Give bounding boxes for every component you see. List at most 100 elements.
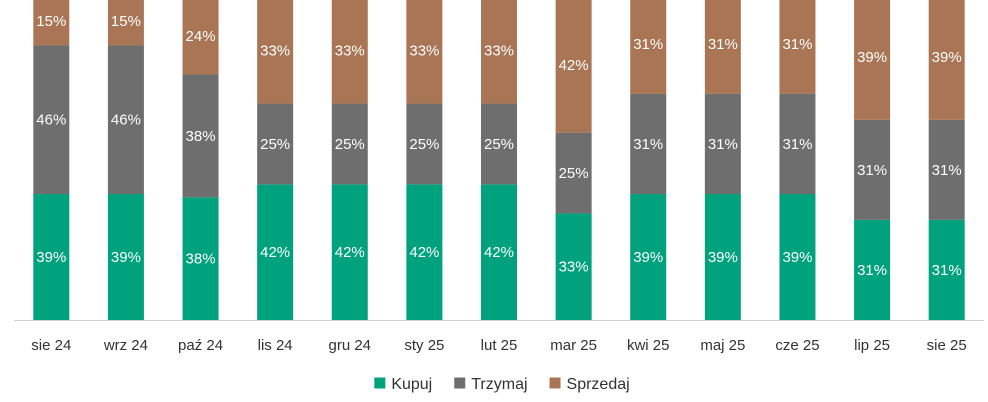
data-label-sprzedaj-8: 31% — [633, 36, 663, 53]
data-label-trzymaj-12: 31% — [932, 162, 962, 179]
data-label-trzymaj-0: 46% — [36, 112, 66, 129]
bar-trzymaj-11 — [854, 119, 891, 220]
data-label-sprzedaj-10: 31% — [782, 36, 812, 53]
data-label-trzymaj-5: 25% — [409, 136, 439, 153]
data-label-sprzedaj-3: 33% — [260, 42, 290, 59]
data-label-trzymaj-6: 25% — [484, 136, 514, 153]
bar-kupuj-0 — [33, 194, 70, 320]
data-label-trzymaj-11: 31% — [857, 162, 887, 179]
bar-kupuj-8 — [630, 194, 667, 320]
bar-trzymaj-0 — [33, 45, 70, 195]
legend: Kupuj Trzymaj Sprzedaj — [374, 376, 630, 393]
bar-trzymaj-4 — [331, 103, 368, 185]
x-tick-label-6: lut 25 — [481, 337, 518, 354]
bar-trzymaj-3 — [257, 103, 294, 185]
data-label-sprzedaj-9: 31% — [708, 36, 738, 53]
bar-sprzedaj-11 — [854, 0, 891, 120]
data-label-sprzedaj-4: 33% — [335, 42, 365, 59]
data-label-kupuj-1: 39% — [111, 249, 141, 266]
data-label-kupuj-9: 39% — [708, 249, 738, 266]
x-axis-ticks: sie 24 wrz 24 paź 24 lis 24 gru 24 sty 25 lut … — [31, 337, 966, 354]
bar-trzymaj-12 — [928, 119, 965, 220]
x-tick-label-3: lis 24 — [258, 337, 293, 354]
bar-trzymaj-9 — [704, 93, 741, 195]
bar-trzymaj-7 — [555, 132, 592, 214]
bar-kupuj-9 — [704, 194, 741, 320]
data-label-trzymaj-4: 25% — [335, 136, 365, 153]
data-label-kupuj-10: 39% — [782, 249, 812, 266]
data-label-sprzedaj-12: 39% — [932, 49, 962, 66]
bar-sprzedaj-1 — [107, 0, 144, 46]
bar-sprzedaj-9 — [704, 0, 741, 94]
legend-swatch-sprzedaj — [549, 377, 561, 389]
legend-label-trzymaj: Trzymaj — [471, 376, 527, 393]
bar-sprzedaj-4 — [331, 0, 368, 104]
x-tick-label-2: paź 24 — [178, 337, 223, 354]
bar-trzymaj-5 — [406, 103, 443, 185]
bar-kupuj-5 — [406, 184, 443, 320]
data-label-kupuj-2: 38% — [186, 251, 216, 268]
bar-kupuj-3 — [257, 184, 294, 320]
x-tick-label-0: sie 24 — [31, 337, 71, 354]
data-label-kupuj-12: 31% — [932, 262, 962, 279]
data-label-sprzedaj-5: 33% — [409, 42, 439, 59]
bar-sprzedaj-6 — [481, 0, 517, 104]
x-tick-label-10: cze 25 — [775, 337, 819, 354]
bar-sprzedaj-12 — [928, 0, 965, 120]
bar-kupuj-12 — [928, 219, 965, 320]
x-tick-label-12: sie 25 — [927, 337, 967, 354]
data-label-kupuj-7: 33% — [559, 259, 589, 276]
bar-trzymaj-8 — [630, 93, 667, 195]
bar-sprzedaj-3 — [257, 0, 294, 104]
bar-sprzedaj-10 — [779, 0, 816, 94]
bar-kupuj-10 — [779, 194, 816, 320]
x-tick-label-11: lip 25 — [854, 337, 890, 354]
data-label-trzymaj-8: 31% — [633, 136, 663, 153]
data-label-kupuj-8: 39% — [633, 249, 663, 266]
bar-sprzedaj-5 — [406, 0, 443, 104]
data-label-kupuj-5: 42% — [409, 244, 439, 261]
bar-kupuj-6 — [481, 184, 517, 320]
data-label-sprzedaj-6: 33% — [484, 42, 514, 59]
data-label-kupuj-0: 39% — [36, 249, 66, 266]
data-label-sprzedaj-1: 15% — [111, 13, 141, 30]
bar-trzymaj-1 — [107, 45, 144, 195]
bar-kupuj-1 — [107, 194, 144, 320]
bar-trzymaj-10 — [779, 93, 816, 195]
bar-trzymaj-2 — [182, 74, 219, 198]
data-label-trzymaj-10: 31% — [782, 136, 812, 153]
bar-kupuj-11 — [854, 219, 891, 320]
legend-swatch-kupuj — [374, 377, 386, 389]
x-tick-label-1: wrz 24 — [103, 337, 148, 354]
bar-sprzedaj-8 — [630, 0, 667, 94]
bar-sprzedaj-7 — [555, 0, 592, 133]
data-label-kupuj-4: 42% — [335, 244, 365, 261]
data-label-trzymaj-3: 25% — [260, 136, 290, 153]
data-label-trzymaj-2: 38% — [186, 128, 216, 145]
x-tick-label-8: kwi 25 — [627, 337, 670, 354]
data-label-trzymaj-7: 25% — [559, 165, 589, 182]
data-label-sprzedaj-2: 24% — [186, 28, 216, 45]
data-label-trzymaj-9: 31% — [708, 136, 738, 153]
data-label-trzymaj-1: 46% — [111, 112, 141, 129]
bar-kupuj-2 — [182, 197, 219, 320]
bar-kupuj-4 — [331, 184, 368, 320]
x-tick-label-7: mar 25 — [550, 337, 597, 354]
x-tick-label-9: maj 25 — [700, 337, 745, 354]
bar-sprzedaj-0 — [33, 0, 70, 46]
data-label-kupuj-3: 42% — [260, 244, 290, 261]
legend-swatch-trzymaj — [454, 377, 466, 389]
x-tick-label-4: gru 24 — [328, 337, 371, 354]
bar-sprzedaj-2 — [182, 0, 219, 75]
data-label-kupuj-11: 31% — [857, 262, 887, 279]
data-label-sprzedaj-11: 39% — [857, 49, 887, 66]
bar-area: 39% 46% 15% 39% 46% 15% 38% 38% 24% 42% 25% 33% 42% 2… — [33, 0, 965, 320]
data-label-sprzedaj-7: 42% — [559, 57, 589, 74]
bar-kupuj-7 — [555, 213, 592, 320]
legend-label-sprzedaj: Sprzedaj — [567, 376, 630, 393]
legend-label-kupuj: Kupuj — [391, 376, 432, 393]
x-tick-label-5: sty 25 — [404, 337, 444, 354]
bar-trzymaj-6 — [481, 103, 517, 185]
data-label-kupuj-6: 42% — [484, 244, 514, 261]
